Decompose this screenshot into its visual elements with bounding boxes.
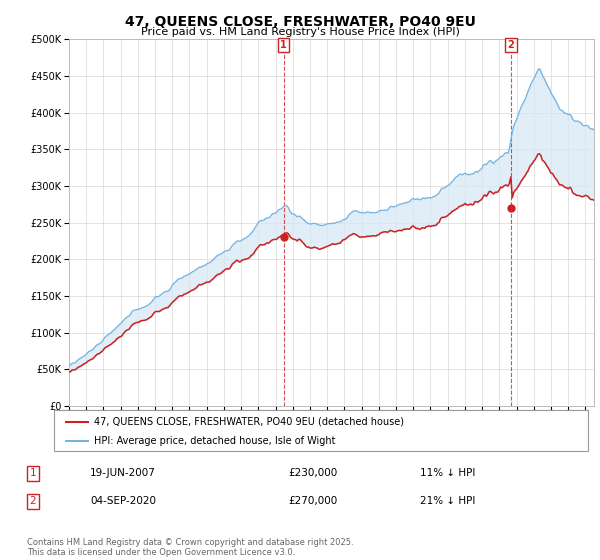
Text: 21% ↓ HPI: 21% ↓ HPI — [420, 496, 475, 506]
Text: 47, QUEENS CLOSE, FRESHWATER, PO40 9EU: 47, QUEENS CLOSE, FRESHWATER, PO40 9EU — [125, 15, 475, 29]
Text: 11% ↓ HPI: 11% ↓ HPI — [420, 468, 475, 478]
Text: Contains HM Land Registry data © Crown copyright and database right 2025.
This d: Contains HM Land Registry data © Crown c… — [27, 538, 353, 557]
Text: £270,000: £270,000 — [288, 496, 337, 506]
Text: 2: 2 — [29, 496, 37, 506]
Text: 04-SEP-2020: 04-SEP-2020 — [90, 496, 156, 506]
Text: HPI: Average price, detached house, Isle of Wight: HPI: Average price, detached house, Isle… — [94, 436, 335, 446]
Text: 47, QUEENS CLOSE, FRESHWATER, PO40 9EU (detached house): 47, QUEENS CLOSE, FRESHWATER, PO40 9EU (… — [94, 417, 404, 427]
Text: 1: 1 — [280, 40, 287, 50]
Text: 19-JUN-2007: 19-JUN-2007 — [90, 468, 156, 478]
Text: 1: 1 — [29, 468, 37, 478]
Text: £230,000: £230,000 — [288, 468, 337, 478]
Text: Price paid vs. HM Land Registry's House Price Index (HPI): Price paid vs. HM Land Registry's House … — [140, 27, 460, 37]
Text: 2: 2 — [508, 40, 514, 50]
